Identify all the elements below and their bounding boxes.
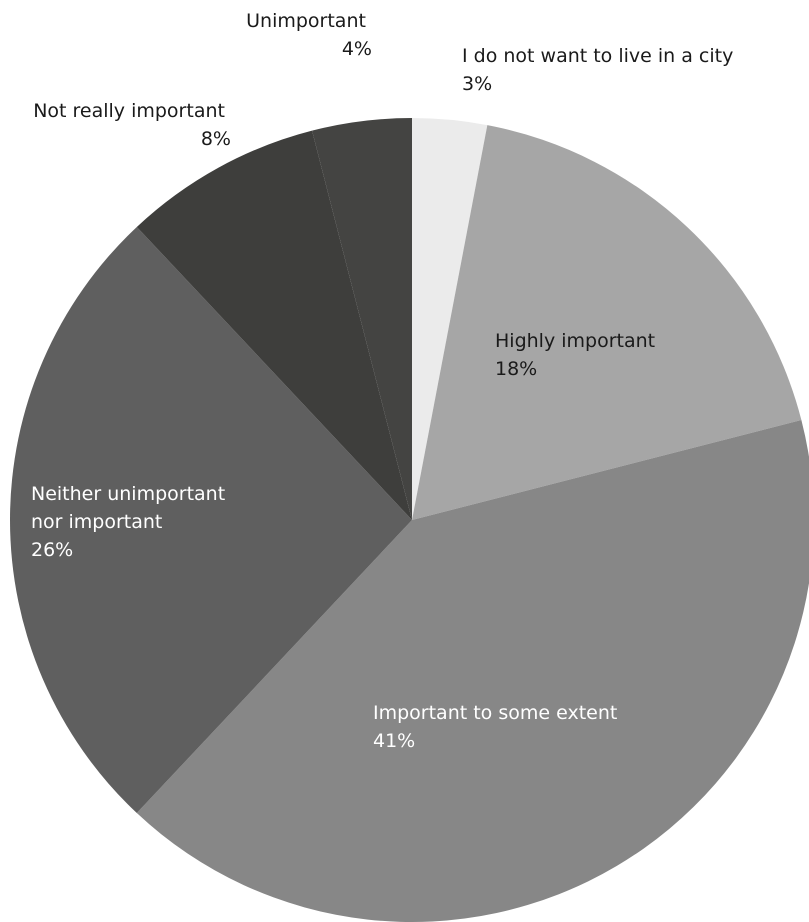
label-not-really-important: Not really important 8% bbox=[33, 100, 231, 150]
label-highly-important: Highly important 18% bbox=[495, 330, 661, 380]
pie-slice-1 bbox=[412, 125, 802, 521]
label-highly-important-value: 18% bbox=[495, 358, 537, 380]
label-important-some-extent-name: Important to some extent bbox=[373, 702, 617, 724]
label-not-really-important-value: 8% bbox=[201, 128, 231, 150]
label-neither-line2: nor important bbox=[31, 511, 162, 533]
pie-slice-0 bbox=[412, 118, 488, 520]
label-no-city-value: 3% bbox=[462, 73, 492, 95]
label-not-really-important-name: Not really important bbox=[33, 100, 225, 122]
label-highly-important-name: Highly important bbox=[495, 330, 655, 352]
pie-slice-3 bbox=[9, 226, 413, 814]
label-no-city-name: I do not want to live in a city bbox=[462, 45, 733, 67]
pie-slice-5 bbox=[312, 118, 412, 520]
pie-slice-4 bbox=[136, 130, 412, 520]
label-unimportant: Unimportant 4% bbox=[246, 10, 372, 60]
label-neither-value: 26% bbox=[31, 539, 73, 561]
label-no-city: I do not want to live in a city 3% bbox=[462, 45, 739, 95]
label-neither: Neither unimportant nor important 26% bbox=[31, 483, 231, 561]
label-unimportant-name: Unimportant bbox=[246, 10, 366, 32]
label-neither-line1: Neither unimportant bbox=[31, 483, 225, 505]
label-unimportant-value: 4% bbox=[342, 38, 372, 60]
pie-slice-2 bbox=[136, 420, 809, 922]
label-important-some-extent-value: 41% bbox=[373, 730, 415, 752]
label-important-some-extent: Important to some extent 41% bbox=[373, 702, 623, 752]
